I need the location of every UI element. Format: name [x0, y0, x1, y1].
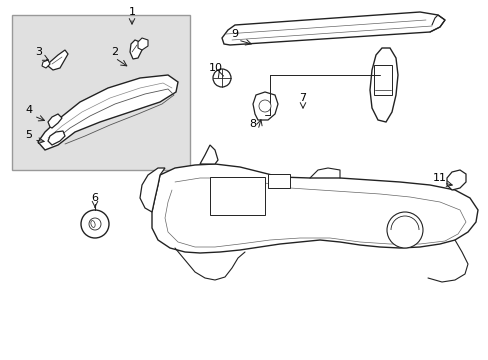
Polygon shape: [48, 131, 65, 145]
Polygon shape: [138, 38, 148, 50]
Polygon shape: [48, 114, 62, 128]
Bar: [267, 174, 289, 188]
Polygon shape: [252, 92, 278, 120]
Polygon shape: [48, 50, 68, 70]
Polygon shape: [130, 40, 142, 59]
Polygon shape: [152, 164, 477, 253]
Text: 11: 11: [432, 173, 446, 183]
Circle shape: [89, 218, 101, 230]
Text: 10: 10: [208, 63, 223, 73]
Ellipse shape: [91, 221, 95, 228]
Bar: [209, 177, 264, 215]
Text: 6: 6: [91, 193, 98, 203]
Text: 8: 8: [249, 119, 256, 129]
Bar: [373, 65, 391, 95]
Circle shape: [81, 210, 109, 238]
Polygon shape: [222, 12, 444, 45]
Text: 3: 3: [36, 47, 42, 57]
Circle shape: [386, 212, 422, 248]
Text: 2: 2: [111, 47, 118, 57]
Text: 4: 4: [25, 105, 33, 115]
Circle shape: [213, 69, 230, 87]
Polygon shape: [369, 48, 397, 122]
Polygon shape: [38, 75, 178, 150]
Polygon shape: [42, 60, 50, 68]
Text: 9: 9: [231, 29, 238, 39]
Text: 1: 1: [128, 7, 135, 17]
FancyBboxPatch shape: [12, 15, 190, 170]
Polygon shape: [140, 168, 164, 212]
Text: 5: 5: [25, 130, 32, 140]
Text: 7: 7: [299, 93, 306, 103]
Polygon shape: [200, 145, 218, 164]
Circle shape: [259, 100, 270, 112]
Polygon shape: [446, 170, 465, 190]
